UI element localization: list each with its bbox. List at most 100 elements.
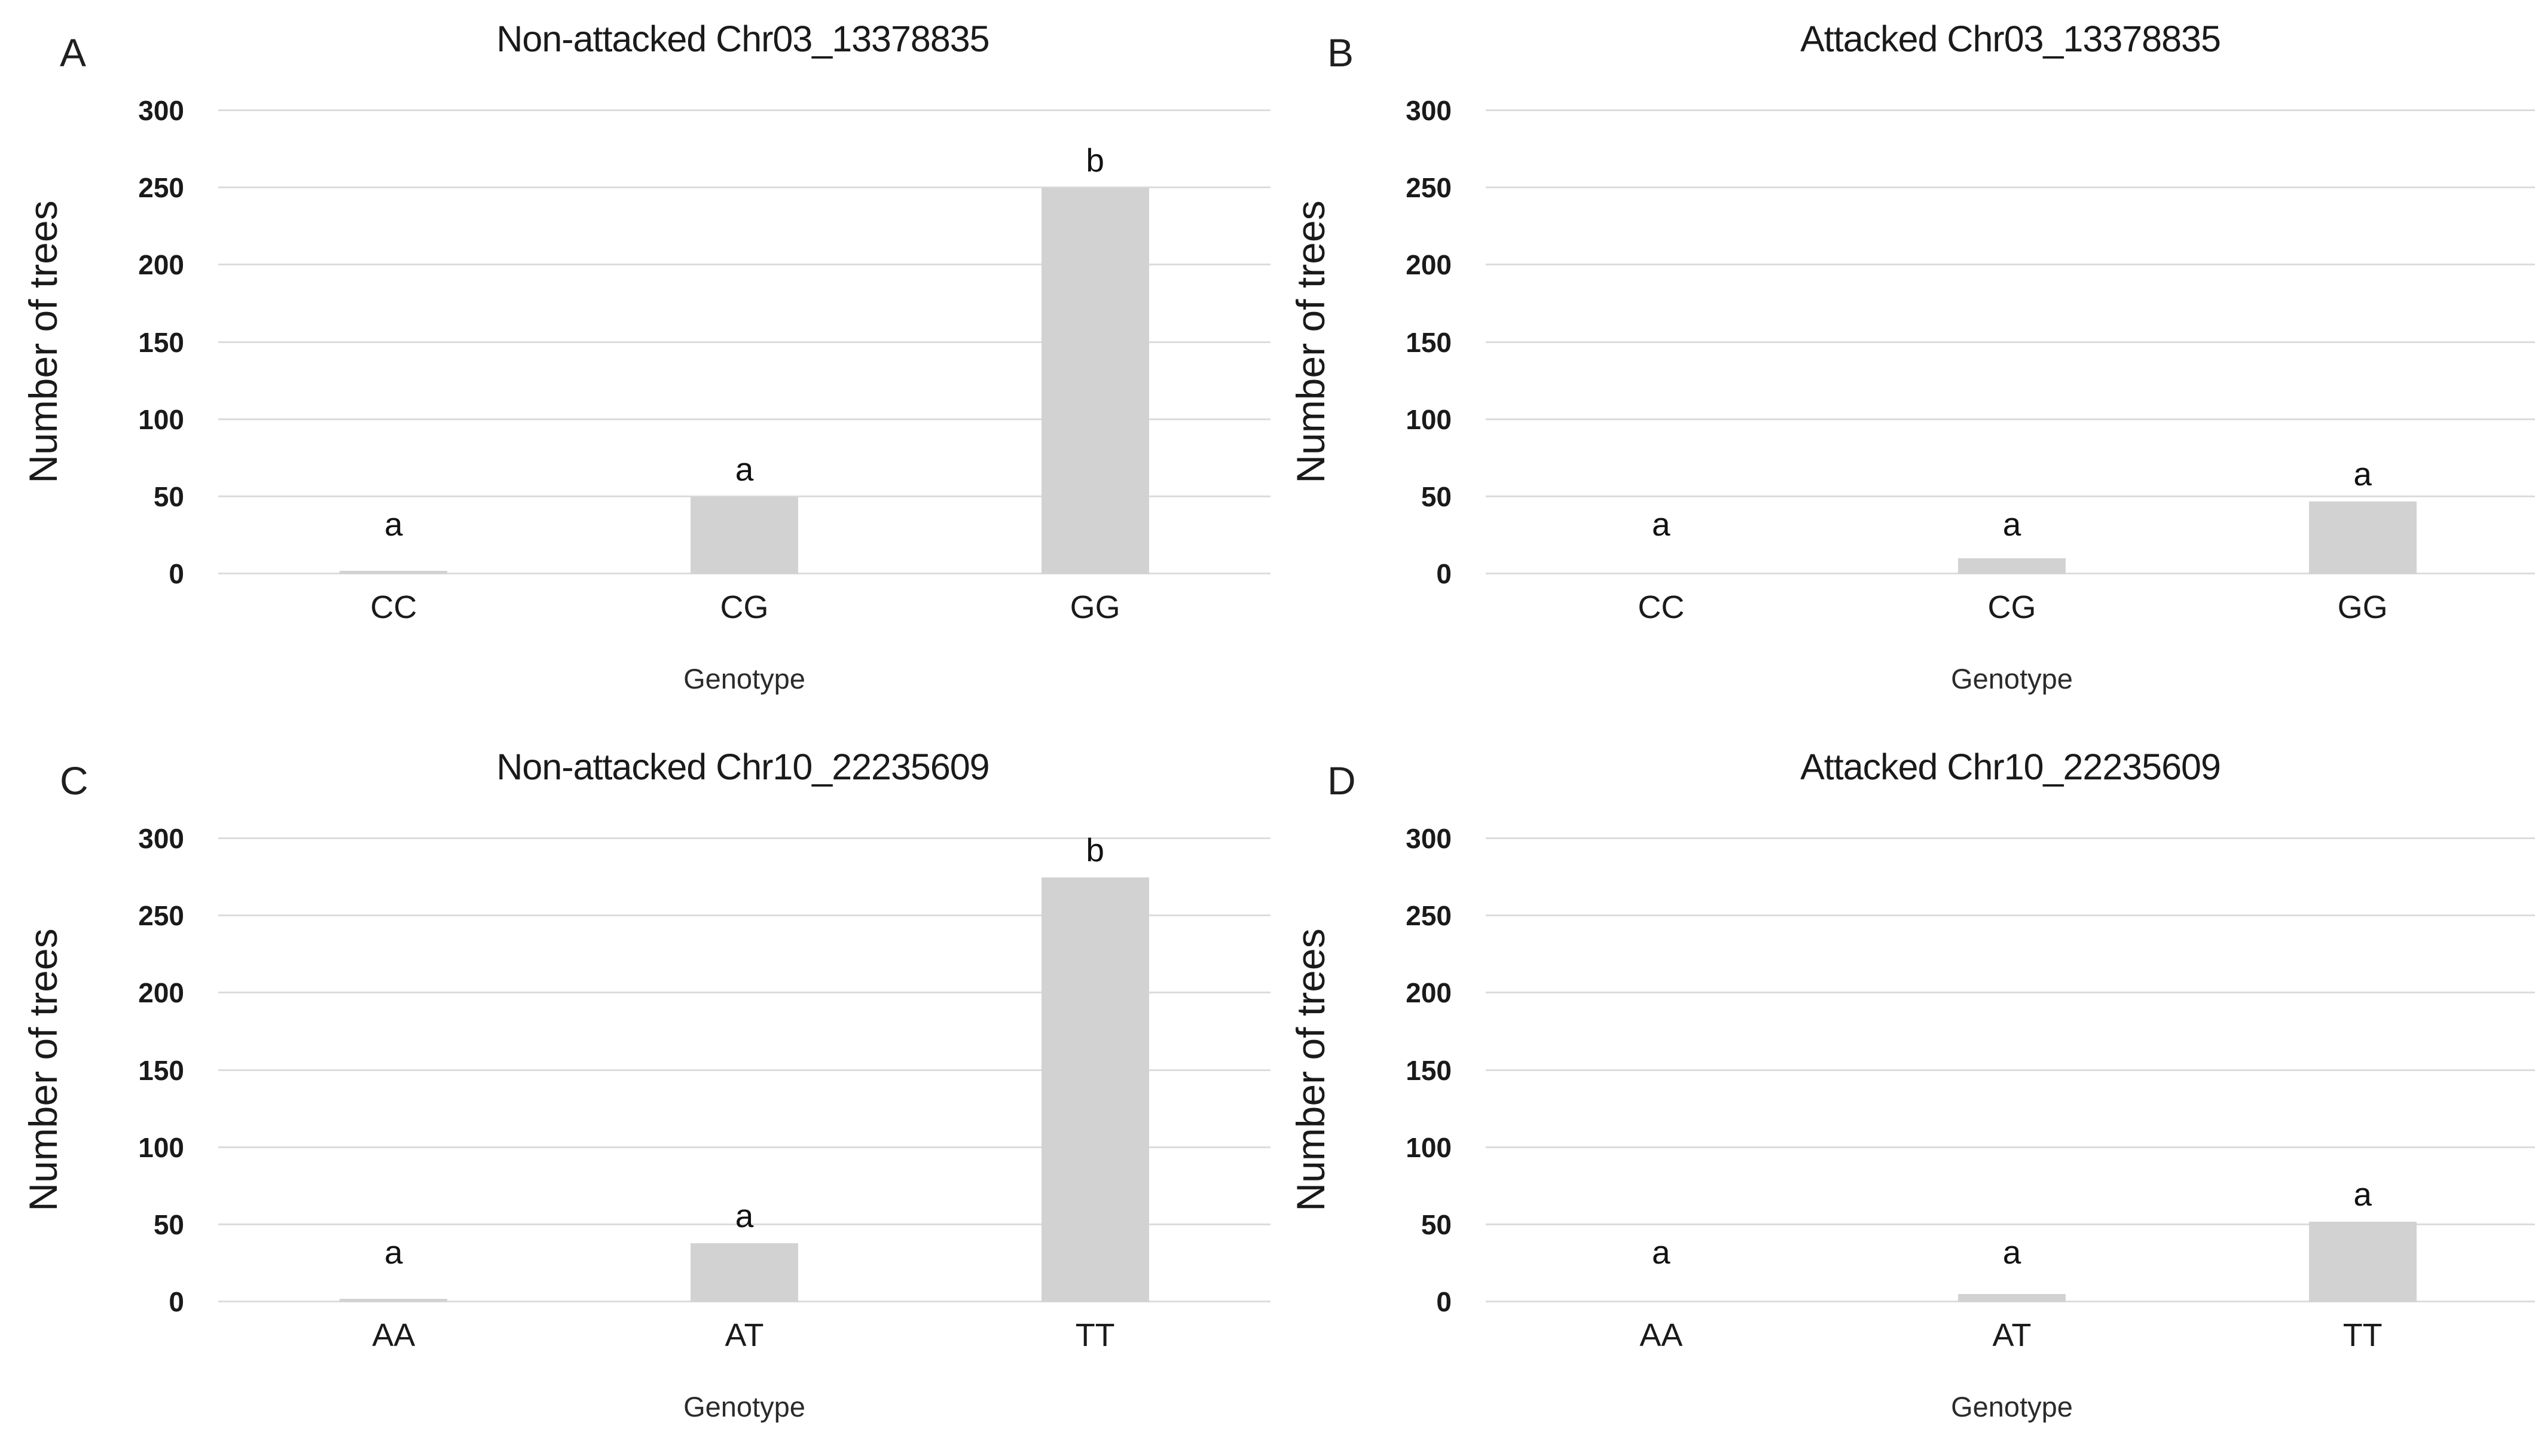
y-axis-ticks: 0 50 100 150 200 250 300 (1268, 825, 1452, 1316)
sig-letter-CG: a (2002, 506, 2021, 543)
y-tick-100: 100 (138, 403, 184, 435)
sig-letter-CG: a (735, 450, 754, 488)
panel-d-attacked-chr10: D Attacked Chr10_22235609 Number of tree… (1268, 728, 2535, 1456)
gridline-200 (1486, 264, 2535, 266)
y-tick-0: 0 (1436, 558, 1452, 589)
bar-slots: a a a (1486, 111, 2535, 574)
y-tick-300: 300 (138, 95, 184, 126)
gridline-300 (1486, 837, 2535, 839)
sig-letter-CC: a (384, 506, 403, 543)
chart-title: Attacked Chr03_13378835 (1800, 19, 2221, 59)
y-tick-0: 0 (169, 558, 184, 589)
sig-letter-TT: a (2353, 1175, 2372, 1213)
plot-area: a a a (1486, 837, 2535, 1302)
y-tick-100: 100 (1406, 403, 1452, 435)
gridline-100 (218, 418, 1270, 420)
panel-a-non-attacked-chr03: A Non-attacked Chr03_13378835 Number of … (0, 0, 1270, 728)
gridline-300 (218, 109, 1270, 111)
sig-letter-GG: b (1086, 142, 1104, 179)
chart-title: Non-attacked Chr10_22235609 (496, 747, 989, 787)
gridline-200 (218, 264, 1270, 266)
y-tick-100: 100 (138, 1131, 184, 1163)
y-tick-150: 150 (1406, 1054, 1452, 1086)
plot-area: a a a (1486, 109, 2535, 574)
y-tick-300: 300 (1406, 95, 1452, 126)
y-tick-300: 300 (1406, 823, 1452, 854)
bar-GG (1041, 188, 1149, 574)
x-category-labels: AA AT TT (1486, 1317, 2535, 1354)
gridline-50 (1486, 1223, 2535, 1225)
bar-slot-CG: a (569, 111, 920, 574)
gridline-200 (1486, 992, 2535, 994)
x-tick-TT: TT (1075, 1317, 1115, 1353)
gridline-150 (218, 1069, 1270, 1071)
x-tick-GG: GG (2337, 589, 2388, 625)
bar-slots: a a b (218, 111, 1270, 574)
gridline-250 (218, 186, 1270, 189)
bar-slot-TT: a (2187, 839, 2535, 1302)
bar-TT (2308, 1221, 2417, 1302)
y-axis-ticks: 0 50 100 150 200 250 300 (0, 97, 184, 588)
x-axis-label: Genotype (683, 1391, 805, 1423)
y-tick-250: 250 (138, 900, 184, 932)
sig-letter-AA: a (1652, 1234, 1670, 1271)
bar-slot-AT: a (569, 839, 920, 1302)
y-tick-150: 150 (1406, 326, 1452, 358)
x-tick-TT: TT (2342, 1317, 2383, 1353)
x-category-labels: CC CG GG (1486, 589, 2535, 626)
panel-letter-d: D (1327, 758, 1356, 803)
gridline-250 (1486, 914, 2535, 917)
bar-TT (1041, 877, 1149, 1302)
bar-CG (1958, 558, 2066, 574)
chart-title: Non-attacked Chr03_13378835 (496, 19, 989, 59)
sig-letter-GG: a (2353, 455, 2372, 493)
sig-letter-CC: a (1652, 506, 1670, 543)
bar-slot-GG: a (2187, 111, 2535, 574)
y-tick-150: 150 (138, 1054, 184, 1086)
x-axis-label: Genotype (1951, 1391, 2073, 1423)
bar-AA (340, 1298, 448, 1302)
x-tick-AT: AT (725, 1317, 764, 1353)
y-axis-ticks: 0 50 100 150 200 250 300 (0, 825, 184, 1316)
y-tick-150: 150 (138, 326, 184, 358)
bar-slots: a a a (1486, 839, 2535, 1302)
panel-letter-a: A (60, 30, 87, 75)
plot-area: a a b (218, 109, 1270, 574)
gridline-50 (1486, 495, 2535, 497)
bar-GG (2308, 501, 2417, 574)
gridline-100 (218, 1146, 1270, 1148)
x-tick-AT: AT (1992, 1317, 2032, 1353)
gridline-250 (218, 914, 1270, 917)
y-tick-50: 50 (1421, 481, 1452, 512)
x-tick-CC: CC (370, 589, 417, 625)
panel-letter-c: C (60, 758, 88, 803)
x-axis-label: Genotype (1951, 663, 2073, 695)
bar-slot-CC: a (218, 111, 569, 574)
x-tick-CC: CC (1638, 589, 1685, 625)
sig-letter-AT: a (735, 1197, 754, 1234)
bar-CG (691, 496, 798, 574)
bar-AT (691, 1243, 798, 1302)
gridline-100 (1486, 418, 2535, 420)
y-tick-0: 0 (1436, 1286, 1452, 1317)
x-tick-CG: CG (720, 589, 769, 625)
y-tick-50: 50 (153, 1209, 184, 1240)
bar-CC (340, 570, 448, 574)
gridline-150 (1486, 341, 2535, 343)
bar-slot-TT: b (920, 833, 1270, 1302)
gridline-50 (218, 1223, 1270, 1225)
y-tick-250: 250 (138, 172, 184, 204)
gridline-100 (1486, 1146, 2535, 1148)
bar-slot-CC: a (1486, 111, 1837, 574)
y-tick-50: 50 (1421, 1209, 1452, 1240)
x-tick-AA: AA (1639, 1317, 1683, 1353)
y-tick-300: 300 (138, 823, 184, 854)
y-tick-50: 50 (153, 481, 184, 512)
x-category-labels: CC CG GG (218, 589, 1270, 626)
x-tick-CG: CG (1987, 589, 2036, 625)
bar-slots: a a b (218, 833, 1270, 1302)
bar-slot-AA: a (1486, 839, 1837, 1302)
bar-AT (1958, 1294, 2066, 1302)
gridline-150 (1486, 1069, 2535, 1071)
gridline-250 (1486, 186, 2535, 189)
